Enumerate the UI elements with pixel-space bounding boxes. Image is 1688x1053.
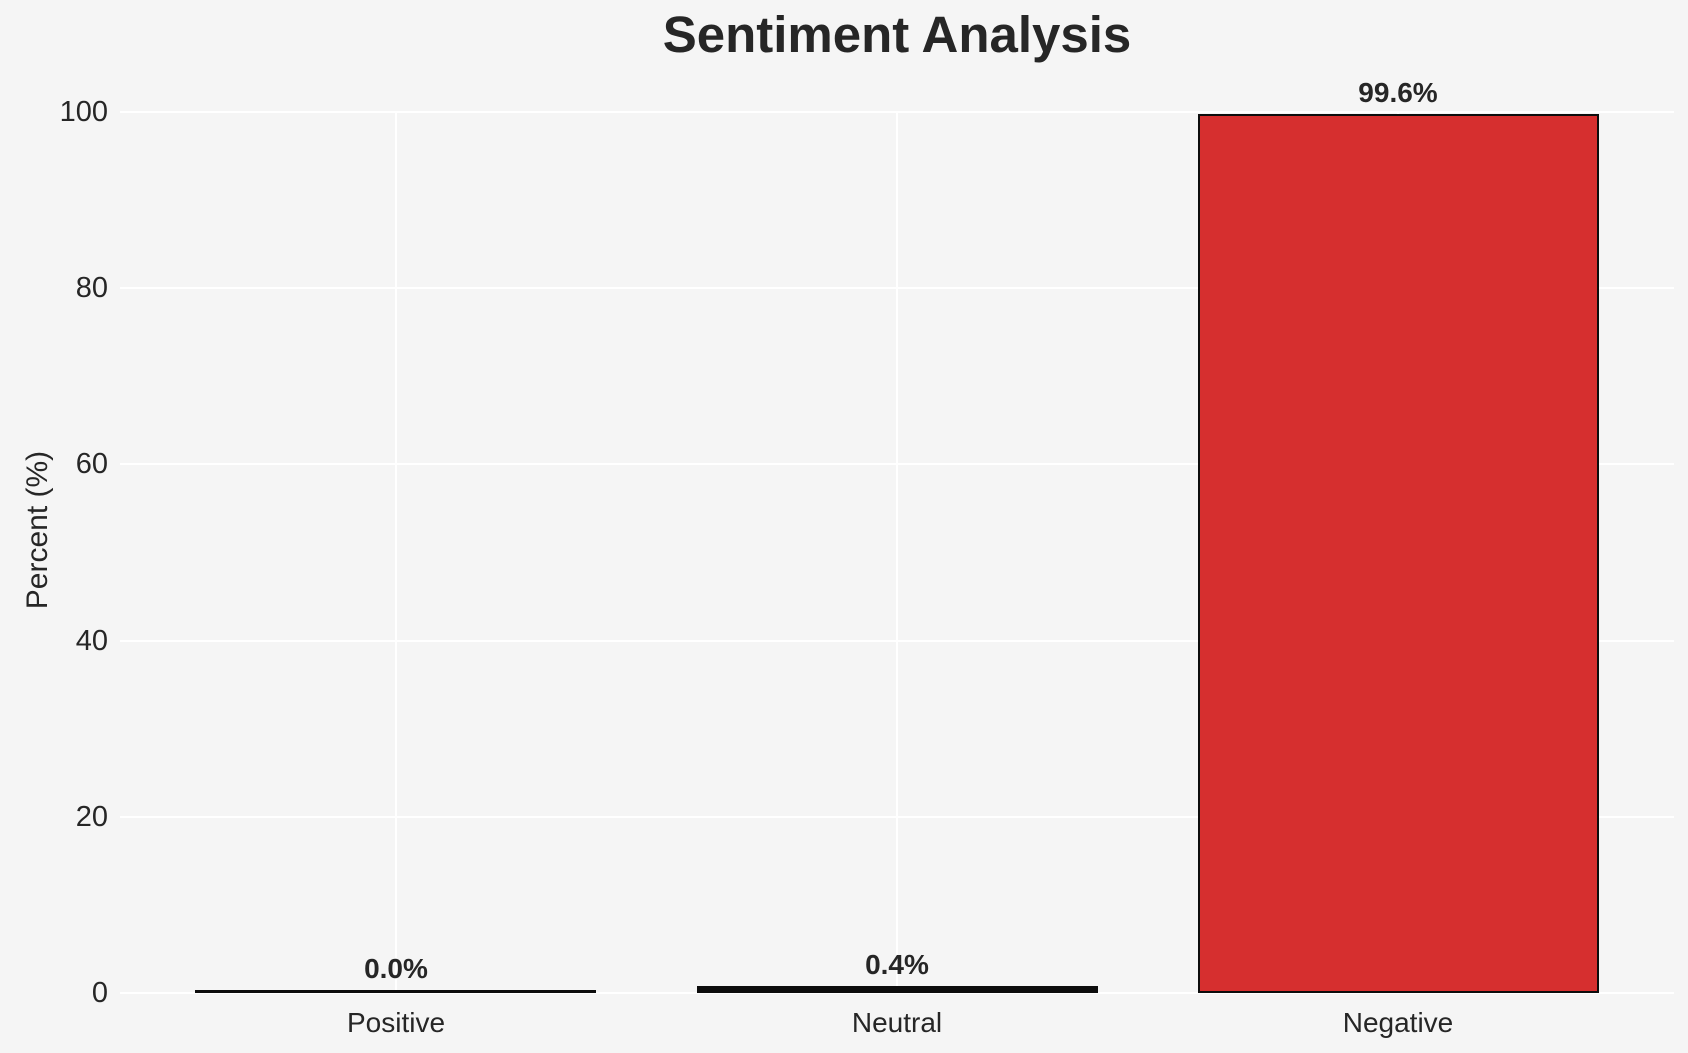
xtick-label-positive: Positive: [346, 1007, 446, 1038]
ytick-label-80: 80: [75, 272, 108, 305]
value-label-positive: 0.0%: [364, 953, 428, 984]
chart-title: Sentiment Analysis: [662, 6, 1132, 63]
gridline-horizontal-0: [120, 992, 1674, 994]
ytick-label-100: 100: [59, 96, 108, 128]
xtick-label-negative: Negative: [1342, 1007, 1454, 1038]
bar-positive: [195, 990, 596, 993]
ytick-label-20: 20: [75, 800, 108, 833]
gridline-vertical-positive: [394, 112, 397, 993]
ytick-label-60: 60: [75, 448, 108, 481]
plot-area: 0.0% 0.4% 99.6%: [120, 77, 1674, 994]
xtick-label-neutral: Neutral: [851, 1007, 943, 1038]
gridline-vertical-neutral: [896, 112, 898, 993]
value-label-negative: 99.6%: [1358, 77, 1438, 108]
bar-negative: [1198, 114, 1599, 993]
ytick-label-40: 40: [75, 624, 108, 657]
value-label-neutral: 0.4%: [865, 949, 929, 980]
bar-neutral: [697, 986, 1098, 993]
ytick-label-0: 0: [91, 977, 108, 1009]
